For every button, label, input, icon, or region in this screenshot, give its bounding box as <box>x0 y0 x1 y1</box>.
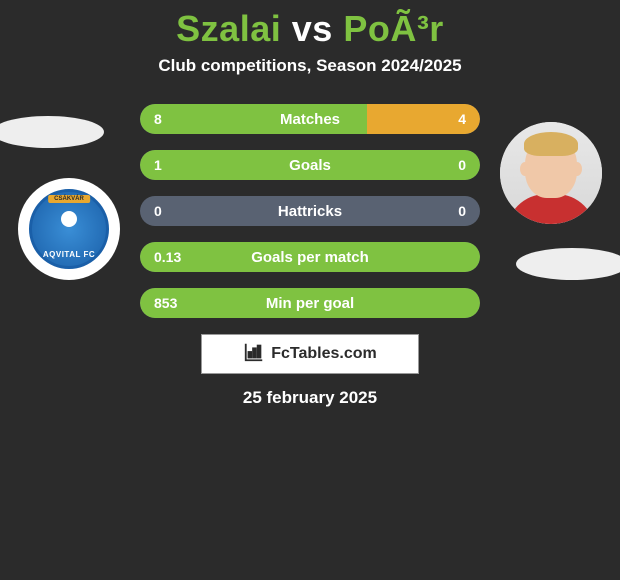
club-logo-name: AQVITAL FC <box>29 250 109 259</box>
left-club-badge: CSÁKVÁR AQVITAL FC <box>18 178 120 280</box>
stat-value-left: 0.13 <box>140 249 220 265</box>
vs-text: vs <box>292 8 333 49</box>
stat-label: Goals <box>220 157 400 174</box>
player2-name: PoÃ³r <box>343 8 444 49</box>
stat-value-right: 0 <box>400 203 480 219</box>
right-player-photo <box>500 122 602 224</box>
club-logo-banner: CSÁKVÁR <box>48 195 90 203</box>
watermark-text: FcTables.com <box>271 345 377 363</box>
stat-value-right: 0 <box>400 157 480 173</box>
player-hair <box>524 132 578 156</box>
stat-value-left: 853 <box>140 295 220 311</box>
stat-row: 0.13Goals per match <box>140 242 480 272</box>
stat-label: Matches <box>220 111 400 128</box>
stat-label: Goals per match <box>220 249 400 266</box>
stat-value-left: 8 <box>140 111 220 127</box>
player1-name: Szalai <box>176 8 281 49</box>
club-logo-ball <box>61 211 77 227</box>
player-face <box>500 122 602 224</box>
stat-value-left: 1 <box>140 157 220 173</box>
date-text: 25 february 2025 <box>0 388 620 408</box>
watermark: FcTables.com <box>201 334 419 374</box>
stat-value-left: 0 <box>140 203 220 219</box>
stat-label: Hattricks <box>220 203 400 220</box>
comparison-title: Szalai vs PoÃ³r <box>0 0 620 50</box>
stats-rows: 8Matches41Goals00Hattricks00.13Goals per… <box>140 104 480 318</box>
stat-row: 1Goals0 <box>140 150 480 180</box>
left-ellipse <box>0 116 104 148</box>
club-logo: CSÁKVÁR AQVITAL FC <box>29 189 109 269</box>
player-shirt <box>506 194 596 224</box>
stat-label: Min per goal <box>220 295 400 312</box>
chart-icon <box>243 341 265 368</box>
stat-row: 8Matches4 <box>140 104 480 134</box>
right-ellipse <box>516 248 620 280</box>
stat-row: 0Hattricks0 <box>140 196 480 226</box>
subtitle: Club competitions, Season 2024/2025 <box>0 56 620 76</box>
stat-value-right: 4 <box>400 111 480 127</box>
content-area: CSÁKVÁR AQVITAL FC 8Matches41Goals00Hatt… <box>0 104 620 408</box>
stat-row: 853Min per goal <box>140 288 480 318</box>
